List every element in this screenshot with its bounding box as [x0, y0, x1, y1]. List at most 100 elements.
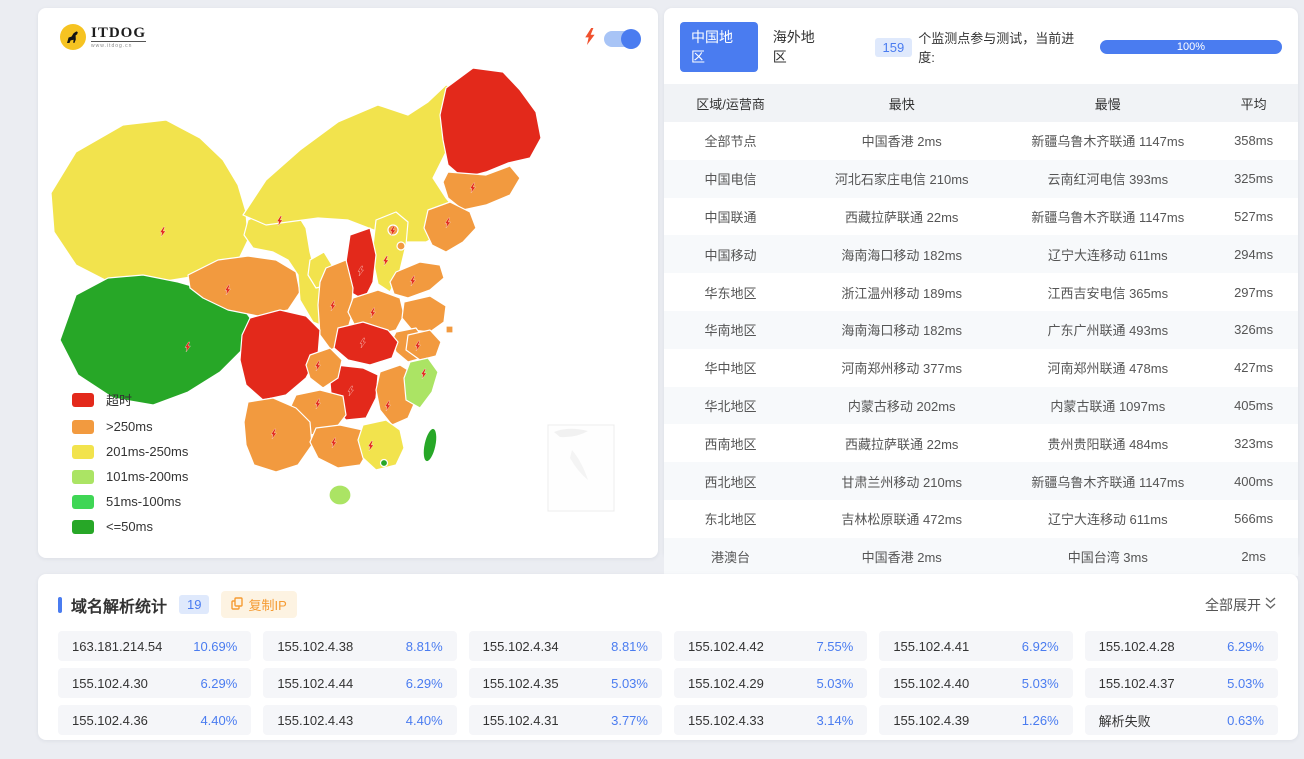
ip-entry[interactable]: 163.181.214.54 10.69% [58, 631, 252, 661]
logo-subtitle: www.itdog.cn [91, 42, 133, 49]
title-accent-bar [58, 596, 62, 613]
header-slowest: 最慢 [1094, 96, 1121, 112]
province-guangdong [357, 419, 405, 471]
ip-entry[interactable]: 155.102.4.42 7.55% [673, 631, 868, 661]
province-heilongjiang [439, 67, 542, 179]
header-average: 平均 [1240, 96, 1267, 112]
ip-entry[interactable]: 155.102.4.39 1.26% [879, 705, 1073, 735]
table-header: 区域/运营商 最快 最慢 平均 [664, 84, 1298, 122]
ip-entry[interactable]: 155.102.4.30 6.29% [58, 668, 252, 698]
ip-percentage: 7.55% [816, 638, 854, 654]
cell-region: 西南地区 [704, 436, 757, 452]
legend-label: 101ms-200ms [106, 469, 189, 484]
legend-label: 51ms-100ms [106, 494, 182, 509]
ip-entry[interactable]: 155.102.4.44 6.29% [263, 668, 457, 698]
table-row[interactable]: 华中地区 河南郑州移动 377ms 河南郑州联通 478ms 427ms [664, 348, 1298, 387]
cell-fastest: 西藏拉萨联通 22ms [845, 209, 959, 225]
cell-average: 405ms [1234, 397, 1274, 413]
legend-item: <=50ms [72, 519, 188, 534]
ip-entry[interactable]: 解析失败 0.63% [1084, 705, 1278, 735]
table-row[interactable]: 全部节点 中国香港 2ms 新疆乌鲁木齐联通 1147ms 358ms [664, 122, 1298, 160]
cell-slowest: 云南红河电信 393ms [1047, 172, 1169, 188]
legend: 超时 >250ms 201ms-250ms 101ms-200ms 51ms-100ms… [72, 390, 188, 534]
ip-percentage: 5.03% [611, 675, 648, 691]
legend-item: 51ms-100ms [72, 494, 188, 509]
ip-entry[interactable]: 155.102.4.41 6.92% [879, 631, 1073, 661]
map-card: ITDOG www.itdog.cn [38, 8, 658, 558]
itdog-logo[interactable]: ITDOG www.itdog.cn [60, 24, 147, 50]
cell-region: 全部节点 [704, 134, 757, 150]
table-row[interactable]: 中国移动 海南海口移动 182ms 辽宁大连移动 611ms 294ms [664, 235, 1298, 274]
table-row[interactable]: 港澳台 中国香港 2ms 中国台湾 3ms 2ms [664, 537, 1298, 576]
china-latency-map[interactable] [48, 60, 648, 530]
ip-address: 155.102.4.33 [687, 712, 764, 728]
cell-fastest: 中国香港 2ms [861, 550, 942, 566]
cell-region: 中国联通 [704, 209, 757, 225]
cell-slowest: 河南郑州联通 478ms [1047, 361, 1169, 377]
table-row[interactable]: 西南地区 西藏拉萨联通 22ms 贵州贵阳联通 484ms 323ms [664, 424, 1298, 463]
table-row[interactable]: 华东地区 浙江温州移动 189ms 江西吉安电信 365ms 297ms [664, 273, 1298, 311]
cell-fastest: 内蒙古移动 202ms [847, 398, 956, 414]
cell-region: 华北地区 [704, 398, 757, 414]
cell-average: 326ms [1234, 322, 1274, 338]
ip-address: 155.102.4.43 [277, 712, 354, 728]
cell-region: 中国移动 [704, 247, 757, 263]
province-taiwan [422, 427, 438, 463]
logo-title: ITDOG [91, 24, 147, 42]
ip-entry[interactable]: 155.102.4.35 5.03% [468, 668, 662, 698]
monitor-count-badge: 159 [874, 37, 913, 57]
cell-slowest: 辽宁大连移动 611ms [1047, 247, 1168, 263]
table-row[interactable]: 华北地区 内蒙古移动 202ms 内蒙古联通 1097ms 405ms [664, 386, 1298, 425]
tab-china-region[interactable]: 中国地区 [680, 22, 758, 72]
province-shanghai [445, 325, 454, 334]
legend-label: >250ms [106, 419, 153, 434]
cell-average: 2ms [1241, 549, 1266, 565]
province-shandong [389, 261, 445, 299]
legend-label: <=50ms [106, 519, 153, 534]
legend-color-chip [72, 519, 94, 534]
header-region: 区域/运营商 [696, 96, 765, 112]
ip-entry[interactable]: 155.102.4.28 6.29% [1084, 631, 1278, 661]
cell-average: 527ms [1234, 208, 1274, 224]
ip-entry[interactable]: 155.102.4.37 5.03% [1084, 668, 1278, 698]
cell-average: 358ms [1234, 133, 1274, 149]
table-row[interactable]: 东北地区 吉林松原联通 472ms 辽宁大连移动 611ms 566ms [664, 499, 1298, 538]
province-guangxi [309, 424, 371, 469]
ip-percentage: 6.92% [1021, 638, 1059, 654]
cell-fastest: 浙江温州移动 189ms [841, 285, 963, 301]
cell-average: 294ms [1234, 246, 1274, 262]
ip-entry[interactable]: 155.102.4.31 3.77% [468, 705, 662, 735]
ip-entry[interactable]: 155.102.4.33 3.14% [673, 705, 868, 735]
cell-region: 港澳台 [711, 550, 751, 566]
toggle-knob [621, 29, 641, 49]
cell-average: 325ms [1234, 171, 1274, 187]
ip-entry[interactable]: 155.102.4.34 8.81% [468, 631, 662, 661]
ip-entry[interactable]: 155.102.4.40 5.03% [879, 668, 1073, 698]
cell-slowest: 新疆乌鲁木齐联通 1147ms [1031, 209, 1185, 225]
cell-region: 中国电信 [704, 172, 757, 188]
ip-percentage: 5.03% [1021, 675, 1059, 691]
cell-fastest: 海南海口移动 182ms [841, 323, 963, 339]
ip-address: 155.102.4.37 [1098, 675, 1175, 691]
ip-entry[interactable]: 155.102.4.43 4.40% [263, 705, 457, 735]
ip-entry[interactable]: 155.102.4.29 5.03% [673, 668, 868, 698]
legend-item: 101ms-200ms [72, 469, 188, 484]
table-row[interactable]: 西北地区 甘肃兰州移动 210ms 新疆乌鲁木齐联通 1147ms 400ms [664, 462, 1298, 500]
province-qinghai [187, 255, 301, 317]
ip-entry[interactable]: 155.102.4.36 4.40% [58, 705, 252, 735]
table-row[interactable]: 中国电信 河北石家庄电信 210ms 云南红河电信 393ms 325ms [664, 159, 1298, 198]
tab-overseas-region[interactable]: 海外地区 [772, 29, 815, 65]
copy-ip-button[interactable]: 复制IP [221, 591, 297, 618]
ip-address: 155.102.4.40 [893, 675, 970, 691]
ip-percentage: 8.81% [611, 638, 648, 654]
ip-percentage: 8.81% [405, 638, 443, 654]
ip-address: 155.102.4.29 [687, 675, 764, 691]
cell-slowest: 江西吉安电信 365ms [1047, 285, 1169, 301]
expand-all-button[interactable]: 全部展开 [1205, 595, 1276, 615]
ip-entry[interactable]: 155.102.4.38 8.81% [263, 631, 457, 661]
legend-color-chip [72, 444, 94, 459]
table-row[interactable]: 华南地区 海南海口移动 182ms 广东广州联通 493ms 326ms [664, 310, 1298, 349]
map-mode-toggle[interactable] [604, 29, 641, 49]
cell-fastest: 中国香港 2ms [861, 134, 942, 150]
table-row[interactable]: 中国联通 西藏拉萨联通 22ms 新疆乌鲁木齐联通 1147ms 527ms [664, 197, 1298, 236]
